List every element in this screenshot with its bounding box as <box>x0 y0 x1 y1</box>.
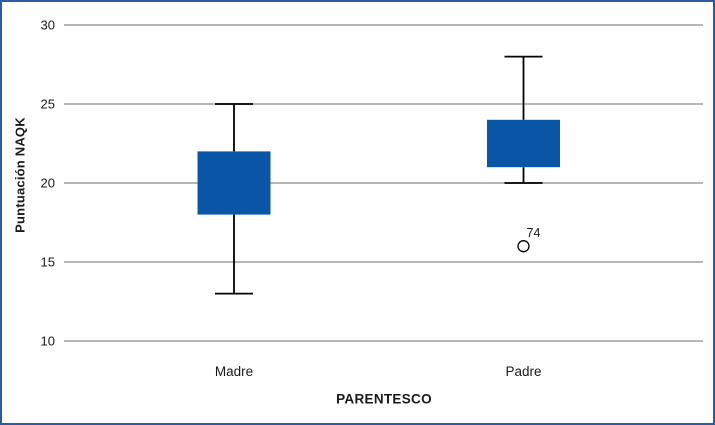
category-label-padre: Padre <box>505 364 541 379</box>
y-tick-label-15: 15 <box>41 255 55 270</box>
category-label-madre: Madre <box>215 364 253 379</box>
y-tick-label-20: 20 <box>41 176 55 191</box>
y-tick-label-10: 10 <box>41 334 55 349</box>
x-axis-title: PARENTESCO <box>336 391 432 407</box>
y-tick-label-25: 25 <box>41 97 55 112</box>
box-padre <box>487 119 560 168</box>
outlier-point-padre <box>517 240 530 253</box>
outlier-label-padre: 74 <box>527 226 541 240</box>
y-tick-label-30: 30 <box>41 18 55 33</box>
y-axis-title: Puntuación NAQK <box>12 117 28 233</box>
box-madre <box>197 151 271 215</box>
